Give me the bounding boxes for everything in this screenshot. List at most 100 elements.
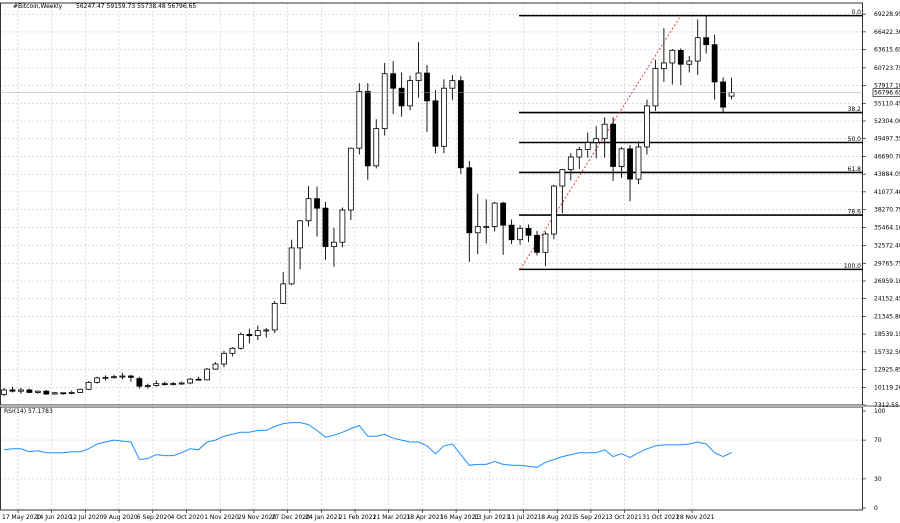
candle[interactable] <box>331 227 337 267</box>
candle[interactable] <box>153 380 160 387</box>
candle[interactable] <box>347 147 354 221</box>
candle[interactable] <box>398 72 405 117</box>
fibonacci-retracement[interactable]: 0.0 38.2 50.0 61.8 78.6 100.0 <box>519 9 863 271</box>
candle[interactable] <box>314 186 320 237</box>
candle[interactable] <box>34 390 41 394</box>
panel-separator[interactable] <box>0 405 900 407</box>
candle[interactable] <box>26 388 33 394</box>
bullish-candle-body <box>288 247 295 285</box>
rsi-line[interactable] <box>3 422 732 468</box>
rsi-panel[interactable] <box>3 422 732 468</box>
candle[interactable] <box>94 376 100 384</box>
candle[interactable] <box>102 375 109 381</box>
candle[interactable] <box>491 201 498 232</box>
candle[interactable] <box>60 392 67 395</box>
candle[interactable] <box>424 64 430 132</box>
candle[interactable] <box>170 382 177 386</box>
price-tick-label: 69228.95 <box>874 11 900 18</box>
candle[interactable] <box>68 390 75 395</box>
candle[interactable] <box>85 381 92 390</box>
candle[interactable] <box>195 376 202 381</box>
candle[interactable] <box>390 61 397 115</box>
candle[interactable] <box>703 15 710 54</box>
price-tick-label: 52304.00 <box>874 118 900 125</box>
candle[interactable] <box>627 145 633 202</box>
candle[interactable] <box>508 219 515 245</box>
candle[interactable] <box>610 117 617 182</box>
candle[interactable] <box>77 388 84 394</box>
candle[interactable] <box>635 141 642 185</box>
candle[interactable] <box>551 184 557 240</box>
bullish-candle-body <box>593 138 600 143</box>
candle[interactable] <box>644 99 650 155</box>
candle[interactable] <box>711 34 718 100</box>
candle[interactable] <box>297 220 304 270</box>
candle[interactable] <box>221 350 227 368</box>
candle[interactable] <box>119 372 126 380</box>
candle[interactable] <box>127 374 134 382</box>
candle[interactable] <box>652 59 659 111</box>
candle[interactable] <box>161 381 168 386</box>
candle[interactable] <box>280 271 287 305</box>
candle[interactable] <box>111 374 117 379</box>
candle[interactable] <box>457 76 464 175</box>
candle[interactable] <box>212 362 219 370</box>
rsi-tick-label: 100 <box>874 408 886 415</box>
candle[interactable] <box>364 83 371 180</box>
candle[interactable] <box>525 224 532 243</box>
candle[interactable] <box>432 90 439 154</box>
candle[interactable] <box>322 201 329 260</box>
candle[interactable] <box>669 49 676 85</box>
candle[interactable] <box>618 146 625 178</box>
candle[interactable] <box>254 325 261 341</box>
ohlc-readout: 56247.47 59159.73 55738.48 56796.65 <box>76 3 196 10</box>
candle[interactable] <box>246 328 253 344</box>
candle[interactable] <box>466 160 473 262</box>
candle[interactable] <box>542 231 549 267</box>
candle[interactable] <box>187 377 194 385</box>
candle[interactable] <box>407 75 413 111</box>
candle[interactable] <box>601 117 608 158</box>
candle[interactable] <box>584 132 591 158</box>
candle[interactable] <box>305 186 312 227</box>
candle[interactable] <box>43 389 50 395</box>
candle[interactable] <box>1 388 7 397</box>
candle[interactable] <box>441 79 447 154</box>
candle[interactable] <box>720 77 726 114</box>
candle[interactable] <box>18 388 24 394</box>
candle[interactable] <box>51 391 58 395</box>
candle[interactable] <box>415 42 422 98</box>
candle[interactable] <box>576 146 583 170</box>
candle[interactable] <box>136 376 143 389</box>
candle[interactable] <box>178 381 185 385</box>
candle[interactable] <box>263 328 270 338</box>
candle[interactable] <box>686 56 693 73</box>
time-tick-label: 27 Dec 2020 <box>272 514 311 521</box>
candle[interactable] <box>694 19 701 75</box>
candle[interactable] <box>237 332 244 350</box>
candle[interactable] <box>9 386 16 393</box>
candle[interactable] <box>373 119 380 169</box>
candle[interactable] <box>288 239 295 286</box>
candle[interactable] <box>500 201 507 255</box>
candle[interactable] <box>534 230 540 256</box>
candle[interactable] <box>593 126 600 159</box>
candle[interactable] <box>449 74 456 101</box>
candle[interactable] <box>271 300 278 334</box>
candle[interactable] <box>356 83 363 155</box>
candle[interactable] <box>474 193 481 255</box>
candle[interactable] <box>204 367 210 381</box>
candle[interactable] <box>229 347 236 357</box>
candle[interactable] <box>660 28 667 82</box>
candle[interactable] <box>144 383 151 389</box>
candle[interactable] <box>381 62 388 136</box>
candle[interactable] <box>339 207 346 248</box>
candle[interactable] <box>483 199 490 244</box>
candle[interactable] <box>567 153 574 181</box>
candle[interactable] <box>517 225 523 245</box>
candlestick-series[interactable] <box>1 15 735 397</box>
candle[interactable] <box>677 48 684 86</box>
bearish-candle-body <box>195 378 202 381</box>
candle[interactable] <box>559 169 566 214</box>
